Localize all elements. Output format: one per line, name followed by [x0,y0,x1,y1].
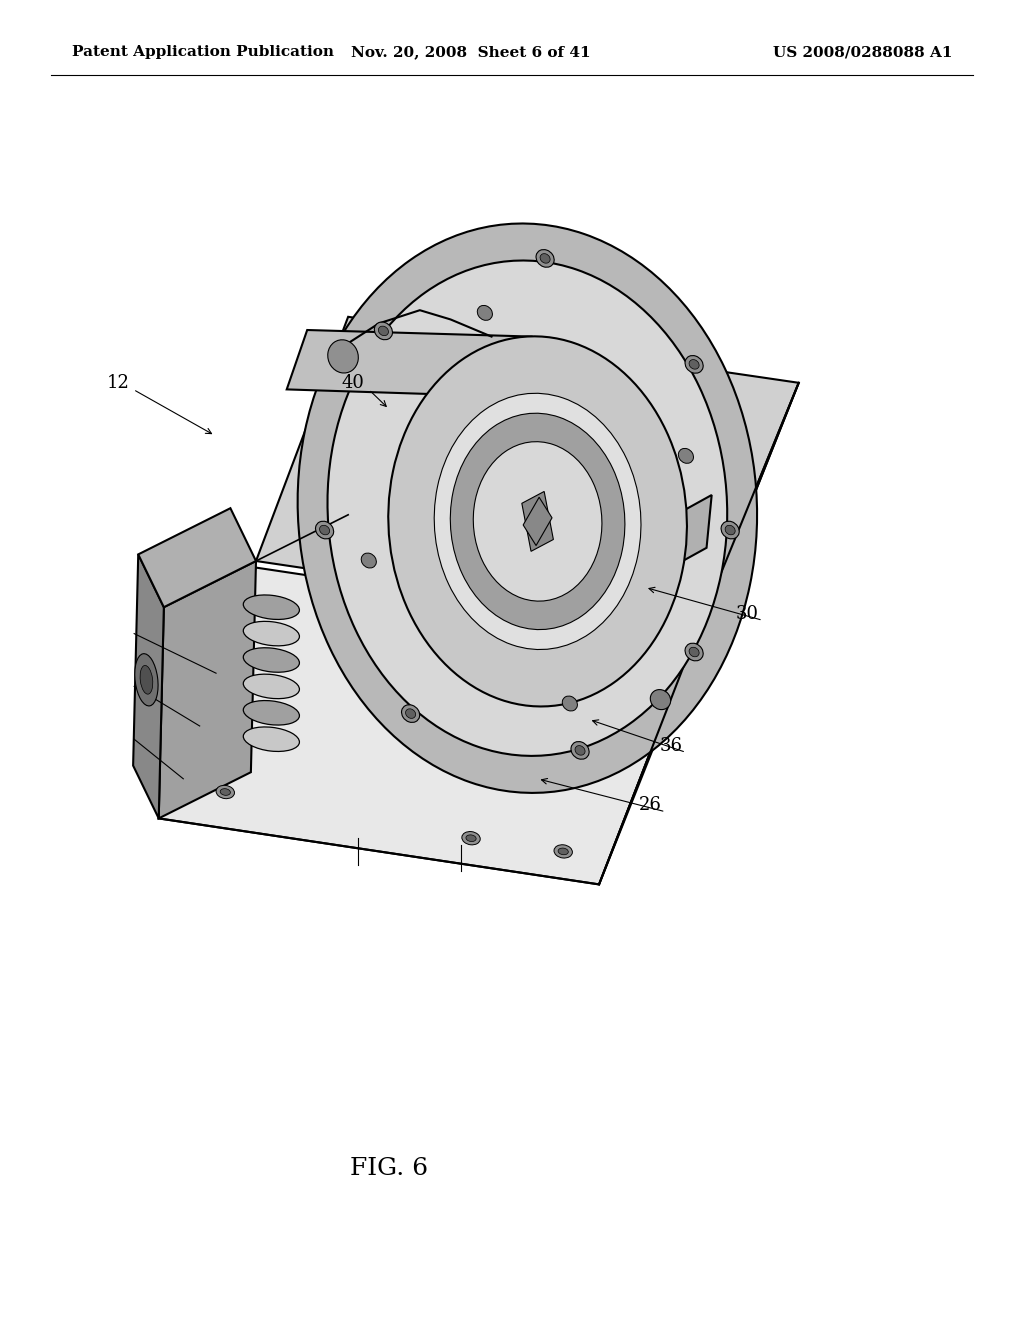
Ellipse shape [244,675,299,698]
Ellipse shape [220,788,230,796]
Ellipse shape [540,253,550,263]
Ellipse shape [401,705,420,722]
Text: Patent Application Publication: Patent Application Publication [72,45,334,59]
Ellipse shape [721,521,739,539]
Text: FIG. 6: FIG. 6 [350,1156,428,1180]
Ellipse shape [725,525,735,535]
Polygon shape [523,498,552,545]
Ellipse shape [689,359,699,370]
Ellipse shape [562,696,578,711]
Text: 26: 26 [639,796,662,814]
Ellipse shape [689,647,699,657]
Ellipse shape [451,413,625,630]
Polygon shape [133,554,164,818]
Ellipse shape [558,847,568,855]
Polygon shape [256,317,799,627]
Ellipse shape [216,785,234,799]
Polygon shape [159,568,696,884]
Ellipse shape [685,355,703,374]
Text: 12: 12 [106,374,129,392]
Polygon shape [287,330,532,396]
Polygon shape [599,383,799,884]
Ellipse shape [140,665,153,694]
Ellipse shape [328,260,727,756]
Text: 36: 36 [659,737,682,755]
Ellipse shape [361,553,377,568]
Ellipse shape [536,249,554,267]
Text: US 2008/0288088 A1: US 2008/0288088 A1 [773,45,952,59]
Text: Nov. 20, 2008  Sheet 6 of 41: Nov. 20, 2008 Sheet 6 of 41 [351,45,591,59]
Polygon shape [522,491,553,552]
Ellipse shape [388,337,687,706]
Ellipse shape [466,834,476,842]
Polygon shape [159,561,256,818]
Ellipse shape [650,689,671,710]
Ellipse shape [406,709,416,718]
Ellipse shape [244,622,299,645]
Ellipse shape [554,845,572,858]
Text: 30: 30 [736,605,759,623]
Ellipse shape [375,322,392,339]
Text: 40: 40 [342,374,365,392]
Ellipse shape [434,393,641,649]
Ellipse shape [298,223,757,793]
Ellipse shape [328,339,358,374]
Ellipse shape [379,326,388,335]
Ellipse shape [678,449,693,463]
Ellipse shape [462,832,480,845]
Ellipse shape [315,521,334,539]
Ellipse shape [571,742,589,759]
Ellipse shape [685,643,703,661]
Ellipse shape [575,746,585,755]
Ellipse shape [244,701,299,725]
Ellipse shape [244,727,299,751]
Ellipse shape [477,305,493,321]
Ellipse shape [135,653,158,706]
Ellipse shape [473,442,602,601]
Ellipse shape [319,525,330,535]
Polygon shape [635,495,712,587]
Ellipse shape [244,648,299,672]
Polygon shape [138,508,256,607]
Ellipse shape [244,595,299,619]
